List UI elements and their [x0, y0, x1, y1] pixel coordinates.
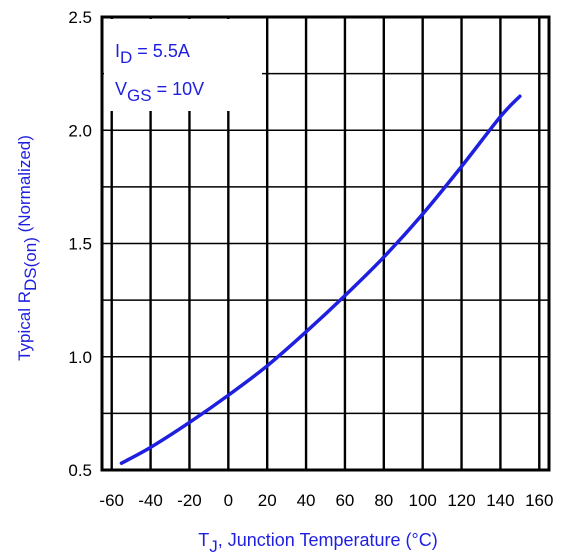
- y-axis-tick-labels: 0.5 1.0 1.5 2.0 2.5: [68, 8, 92, 480]
- x-axis-label: TJ, Junction Temperature (°C): [198, 530, 437, 556]
- y-tick-label: 2.0: [68, 121, 92, 140]
- y-tick-label: 0.5: [68, 461, 92, 480]
- annotation-rest: = 5.5A: [132, 41, 190, 61]
- annotation-sub: GS: [127, 86, 152, 105]
- x-tick-label: -40: [138, 491, 163, 510]
- x-tick-label: -20: [177, 491, 202, 510]
- x-tick-label: 40: [297, 491, 316, 510]
- x-axis-label-sub: J: [209, 537, 218, 556]
- grid-lines: [102, 17, 549, 470]
- x-tick-label: 140: [486, 491, 514, 510]
- annotation-rest: = 10V: [152, 79, 205, 99]
- y-tick-label: 2.5: [68, 8, 92, 27]
- annotation-main: V: [115, 79, 127, 99]
- annotation-main: I: [115, 41, 120, 61]
- y-tick-label: 1.0: [68, 348, 92, 367]
- y-axis-label-prefix: Typical R: [15, 291, 34, 361]
- annotation-sub: D: [120, 48, 132, 67]
- series-line: [119, 94, 522, 465]
- plot-frame: [100, 15, 551, 472]
- y-axis-label: Typical RDS(on) (Normalized): [15, 135, 40, 361]
- x-tick-label: 120: [447, 491, 475, 510]
- annotation-line: ID = 5.5A: [115, 41, 190, 67]
- x-tick-label: 100: [408, 491, 436, 510]
- x-tick-label: 160: [525, 491, 553, 510]
- x-tick-label: 0: [224, 491, 233, 510]
- annotation-box: [104, 19, 262, 111]
- x-axis-label-symbol: T: [198, 530, 209, 550]
- x-tick-label: -60: [99, 491, 124, 510]
- y-axis-label-suffix: (Normalized): [15, 135, 34, 237]
- y-axis-label-sub: DS(on): [21, 237, 40, 291]
- x-tick-label: 80: [374, 491, 393, 510]
- x-axis-tick-labels: -60 -40 -20 0 20 40 60 80 100 120 140 160: [99, 491, 553, 510]
- y-tick-label: 1.5: [68, 235, 92, 254]
- annotation-line: VGS = 10V: [115, 79, 204, 105]
- x-tick-label: 60: [335, 491, 354, 510]
- x-tick-label: 20: [258, 491, 277, 510]
- x-axis-label-text: , Junction Temperature (°C): [218, 530, 438, 550]
